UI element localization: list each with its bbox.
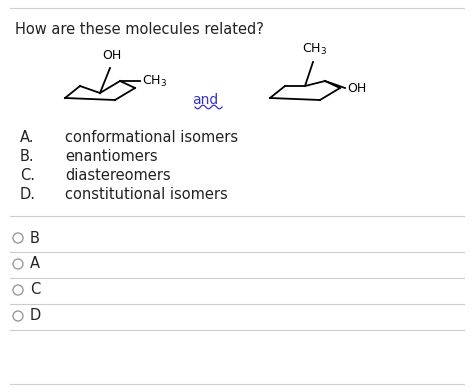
Text: enantiomers: enantiomers xyxy=(65,149,158,164)
Text: C: C xyxy=(30,283,40,298)
Text: and: and xyxy=(192,93,218,107)
Text: C.: C. xyxy=(20,168,35,183)
Text: constitutional isomers: constitutional isomers xyxy=(65,187,228,202)
Text: CH$_3$: CH$_3$ xyxy=(302,42,328,57)
Text: OH: OH xyxy=(347,82,366,94)
Text: B: B xyxy=(30,230,40,245)
Text: diastereomers: diastereomers xyxy=(65,168,171,183)
Text: CH$_3$: CH$_3$ xyxy=(142,73,167,89)
Text: D: D xyxy=(30,309,41,323)
Text: A.: A. xyxy=(20,130,35,145)
Text: B.: B. xyxy=(20,149,35,164)
Text: A: A xyxy=(30,256,40,272)
Text: conformational isomers: conformational isomers xyxy=(65,130,238,145)
Text: How are these molecules related?: How are these molecules related? xyxy=(15,22,264,37)
Text: D.: D. xyxy=(20,187,36,202)
Text: OH: OH xyxy=(102,49,122,62)
